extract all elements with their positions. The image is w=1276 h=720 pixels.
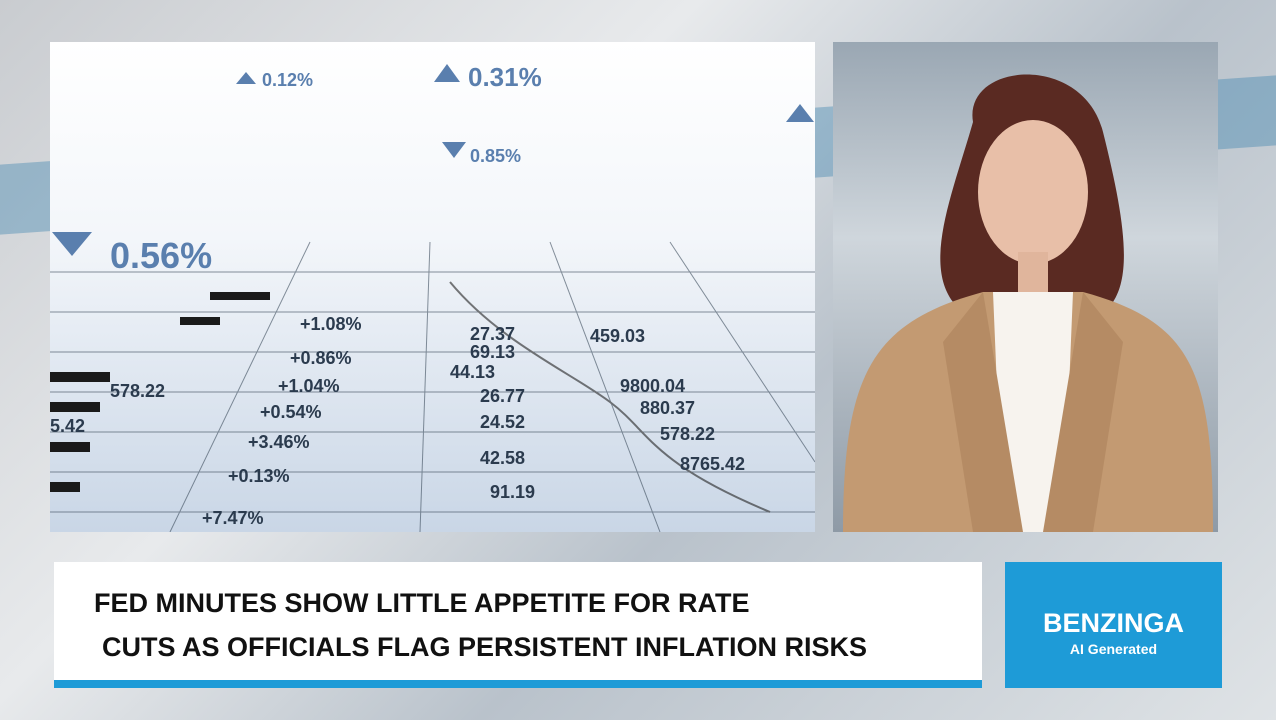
ticker-texts: 0.12% 0.31% 0.85% 0.56% +1.08% +0.86% +1.04% +0… <box>50 62 745 528</box>
presenter-video <box>833 42 1218 532</box>
ticker-text: 459.03 <box>590 326 645 346</box>
ticker-text: +7.47% <box>202 508 264 528</box>
ticker-text: 44.13 <box>450 362 495 382</box>
ticker-text: +0.54% <box>260 402 322 422</box>
arrows <box>52 64 814 256</box>
ticker-text: 0.85% <box>470 146 521 166</box>
ticker-text: 0.56% <box>110 235 212 276</box>
lower-third: FED MINUTES SHOW LITTLE APPETITE FOR RAT… <box>54 562 982 688</box>
ticker-text: 578.22 <box>110 381 165 401</box>
ticker-text: +0.13% <box>228 466 290 486</box>
ticker-text: +0.86% <box>290 348 352 368</box>
ticker-text: 91.19 <box>490 482 535 502</box>
ticker-text: 5.42 <box>50 416 85 436</box>
brand-tag: AI Generated <box>1069 641 1158 657</box>
brand-box: BENZINGA AI Generated <box>1005 562 1222 688</box>
ticker-text: +3.46% <box>248 432 310 452</box>
ticker-text: 880.37 <box>640 398 695 418</box>
accent-strip <box>54 680 982 688</box>
brand-name: BENZINGA <box>1043 608 1184 638</box>
presenter <box>843 74 1213 532</box>
ticker-text: +1.04% <box>278 376 340 396</box>
ticker-text: 8765.42 <box>680 454 745 474</box>
ticker-text: 578.22 <box>660 424 715 444</box>
headline-line: FED MINUTES SHOW LITTLE APPETITE FOR RAT… <box>94 588 750 618</box>
ticker-text: 24.52 <box>480 412 525 432</box>
ticker-text: 69.13 <box>470 342 515 362</box>
ticker-text: 42.58 <box>480 448 525 468</box>
ticker-text: 9800.04 <box>620 376 685 396</box>
ticker-text: 0.31% <box>468 62 542 92</box>
ticker-text: 0.12% <box>262 70 313 90</box>
ticker-graphic: 0.12% 0.31% 0.85% 0.56% +1.08% +0.86% +1.04% +0… <box>50 62 815 532</box>
headline-line: CUTS AS OFFICIALS FLAG PERSISTENT INFLAT… <box>102 632 868 662</box>
ticker-text: +1.08% <box>300 314 362 334</box>
ticker-text: 26.77 <box>480 386 525 406</box>
ticker-image: 0.12% 0.31% 0.85% 0.56% +1.08% +0.86% +1.04% +0… <box>50 42 815 532</box>
ticker-text: 27.37 <box>470 324 515 344</box>
